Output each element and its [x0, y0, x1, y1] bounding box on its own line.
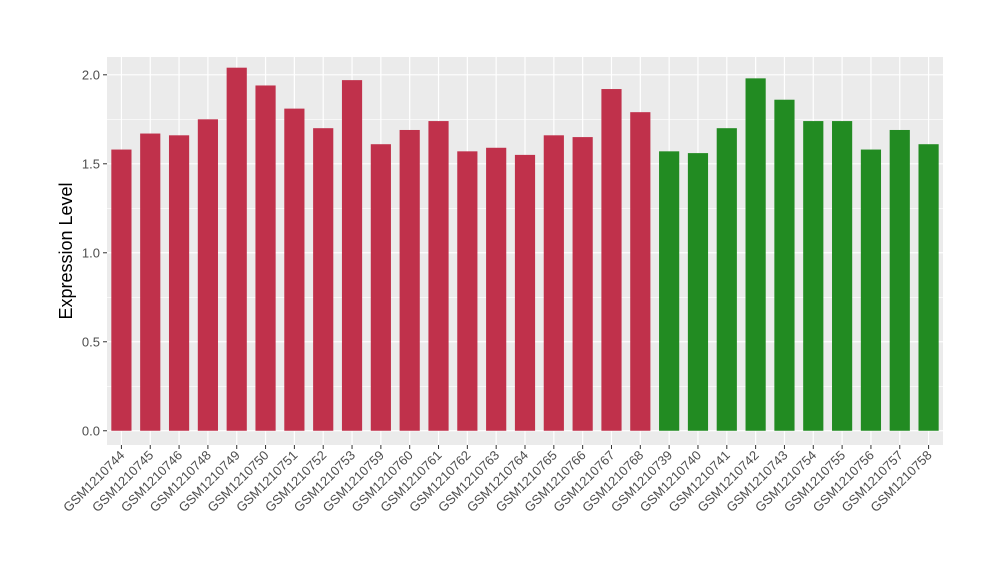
- y-tick-label: 1.0: [82, 245, 100, 260]
- bar: [140, 133, 161, 431]
- bar: [341, 80, 363, 431]
- y-tick-label: 2.0: [82, 67, 100, 82]
- bars: [111, 67, 939, 431]
- bar: [572, 137, 593, 431]
- bar: [860, 149, 882, 431]
- bar: [803, 121, 824, 431]
- bar: [687, 153, 709, 431]
- bar: [399, 129, 420, 431]
- bar: [486, 147, 507, 431]
- bar: [226, 67, 247, 431]
- y-tick-label: 0.0: [82, 423, 100, 438]
- bar: [313, 128, 334, 431]
- y-axis: 0.0 0.5 1.0 1.5 2.0: [82, 67, 107, 438]
- bar: [514, 154, 536, 431]
- x-axis: GSM1210744GSM1210745GSM1210746GSM1210748…: [60, 445, 935, 515]
- y-tick-label: 1.5: [82, 156, 100, 171]
- bar: [659, 151, 680, 431]
- bar: [457, 151, 478, 431]
- bar: [889, 129, 910, 431]
- bar: [428, 121, 449, 431]
- y-tick-label: 0.5: [82, 334, 100, 349]
- bar: [630, 112, 651, 431]
- bar: [832, 121, 853, 431]
- bar: [197, 119, 218, 431]
- bar: [716, 128, 737, 431]
- bar: [255, 85, 276, 431]
- bar: [745, 78, 766, 431]
- bar: [543, 135, 564, 431]
- bar: [111, 149, 132, 431]
- bar: [918, 144, 939, 431]
- bar: [774, 99, 795, 431]
- bar: [284, 108, 305, 431]
- bar: [601, 89, 622, 431]
- bar: [168, 135, 190, 431]
- y-axis-title: Expression Level: [56, 182, 76, 319]
- bar: [370, 144, 391, 431]
